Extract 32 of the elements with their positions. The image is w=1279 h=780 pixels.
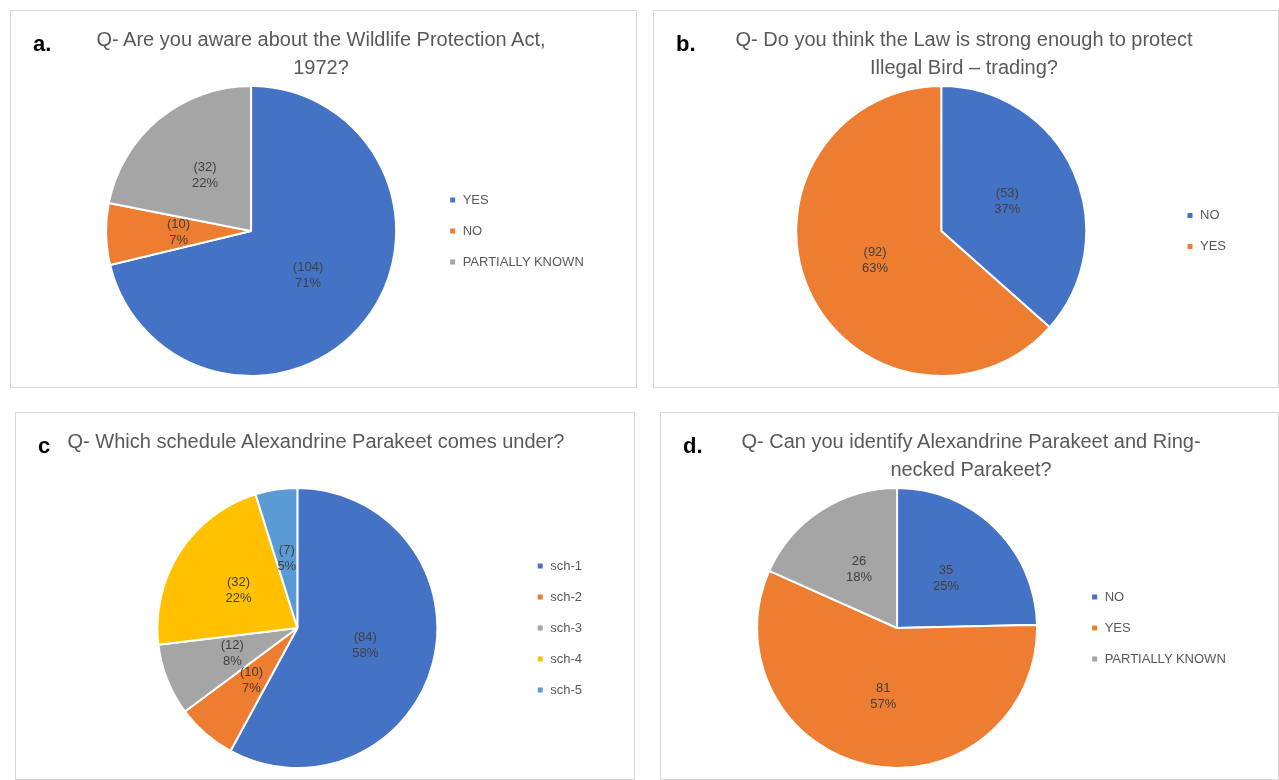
legend-label: YES [1104,619,1131,635]
data-label: (32) 22% [225,573,253,605]
text: d. [683,433,703,459]
legend-label: NO [1199,207,1220,223]
legend-label: sch-1 [550,557,583,573]
legend-label: YES [462,191,489,207]
data-label: (92) 63% [862,244,889,276]
data-label: (104) 71% [292,259,324,291]
legend-label: NO [462,222,483,238]
legend-label: NO [1104,588,1125,604]
chart-title: Q- Which schedule Alexandrine Parakeet comes under? [66,429,566,454]
data-label: (7) 5% [277,542,297,574]
legend-label: YES [1199,238,1227,254]
legend-label: PARTIALLY KNOWN [1104,650,1226,666]
data-label: (32) 22% [191,158,219,190]
chart-title: Q- Do you think the Law is strong enough to protect Illegal Bird – trading? [734,27,1194,80]
text: c [38,433,51,459]
data-label: (10) 7% [167,216,191,248]
data-label: (53) 37% [994,184,1021,216]
data-label: 35 25% [933,561,960,593]
chart-title: Q- Are you aware about the Wildlife Protection Act, 1972? [95,27,547,80]
data-label: 81 57% [870,680,897,712]
data-label: (84) 58% [352,628,379,660]
legend-label: PARTIALLY KNOWN [462,253,584,269]
text: a. [33,31,52,57]
legend-label: sch-4 [550,650,583,666]
data-label: 26 18% [845,552,873,584]
legend-label: sch-5 [550,681,583,697]
text: b. [676,31,696,57]
chart-title: Q- Can you identify Alexandrine Parakeet and Ring-necked Parakeet? [740,429,1202,482]
legend-label: sch-3 [550,619,583,635]
legend-label: sch-2 [550,588,583,604]
